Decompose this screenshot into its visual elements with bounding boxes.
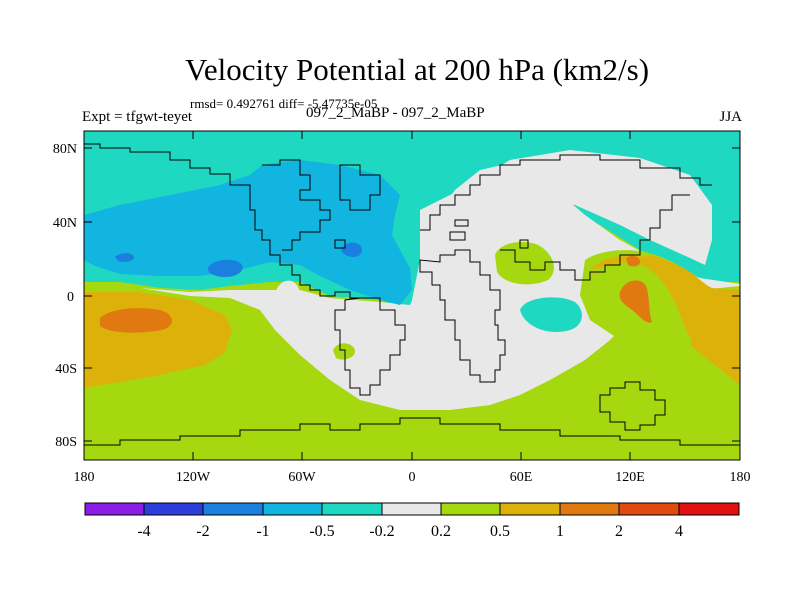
colorbar-bin-10 — [618, 502, 680, 516]
colorbar-bin-11 — [678, 502, 740, 516]
colorbar-bin-7 — [440, 502, 501, 516]
field-blue-mid — [341, 242, 362, 258]
x-tick-180e: 180 — [730, 470, 751, 485]
field-orange-spot — [626, 255, 640, 267]
field-white-blob — [274, 280, 302, 335]
x-tick-0: 0 — [409, 470, 416, 485]
axis-ticks — [83, 131, 741, 460]
field-orange-west — [100, 308, 172, 333]
x-axis-labels: 180 120W 60W 0 60E 120E 180 — [74, 470, 751, 485]
colorbar-label: 2 — [615, 523, 623, 540]
field-lightblue-north — [84, 160, 412, 305]
colorbar-bin-6 — [381, 502, 442, 516]
x-tick-60e: 60E — [510, 470, 533, 485]
y-tick-80n: 80N — [53, 142, 77, 157]
stats-label: rmsd= 0.492761 diff= -5.47735e-05 — [190, 96, 378, 111]
coast-south-america — [334, 297, 406, 396]
field-blue-west — [207, 259, 243, 278]
field-orange-east — [619, 280, 652, 323]
colorbar-label: 0.5 — [490, 523, 510, 540]
colorbar-label: -2 — [196, 523, 209, 540]
colorbar-label: 0.2 — [431, 523, 451, 540]
field-white-south — [84, 162, 740, 410]
y-tick-40s: 40S — [55, 362, 77, 377]
colorbar-label: -1 — [256, 523, 269, 540]
field-green-continent — [495, 241, 554, 285]
x-tick-120w: 120W — [176, 470, 211, 485]
coast-asia — [500, 194, 690, 281]
season-label: JJA — [719, 109, 742, 125]
coast-africa — [419, 249, 506, 383]
colorbar-labels: -4 -2 -1 -0.5 -0.2 0.2 0.5 1 2 4 — [137, 523, 683, 540]
coast-greenland — [339, 164, 381, 211]
y-tick-80s: 80S — [55, 435, 77, 450]
field-teal-south — [520, 297, 582, 332]
coast-islands — [334, 219, 529, 249]
y-axis-labels: 80N 40N 0 40S 80S — [53, 142, 77, 450]
x-tick-180w: 180 — [74, 470, 95, 485]
map-title: Velocity Potential at 200 hPa (km2/s) — [184, 52, 650, 87]
coast-antarctica — [84, 417, 740, 446]
colorbar-label: -4 — [137, 523, 150, 540]
colorbar-bin-3 — [202, 502, 264, 516]
map-fields — [84, 131, 740, 460]
colorbar-bin-2 — [143, 502, 204, 516]
field-blue-small — [115, 253, 134, 262]
colorbar-bin-4 — [262, 502, 323, 516]
field-white-continent — [412, 150, 712, 330]
experiment-label: Expt = tfgwt-teyet — [82, 109, 193, 125]
colorbar — [84, 502, 740, 516]
colorbar-label: 1 — [556, 523, 564, 540]
coast-north-america — [84, 143, 360, 299]
field-yellow-east-core — [592, 257, 740, 380]
colorbar-bin-5 — [321, 502, 383, 516]
colorbar-bin-8 — [499, 502, 561, 516]
coast-australia — [599, 381, 666, 431]
x-tick-120e: 120E — [615, 470, 645, 485]
coastlines — [84, 143, 740, 446]
y-tick-40n: 40N — [53, 216, 77, 231]
x-tick-60w: 60W — [288, 470, 316, 485]
coast-europe — [420, 154, 712, 231]
y-tick-0: 0 — [67, 290, 74, 305]
field-green-blob — [333, 343, 356, 360]
colorbar-bin-1 — [84, 502, 145, 516]
coast-north-america-east — [262, 159, 331, 251]
runs-label: 097_2_MaBP - 097_2_MaBP — [306, 105, 485, 121]
colorbar-bin-9 — [559, 502, 620, 516]
colorbar-label: -0.5 — [309, 523, 334, 540]
colorbar-label: -0.2 — [369, 523, 394, 540]
colorbar-label: 4 — [675, 523, 683, 540]
